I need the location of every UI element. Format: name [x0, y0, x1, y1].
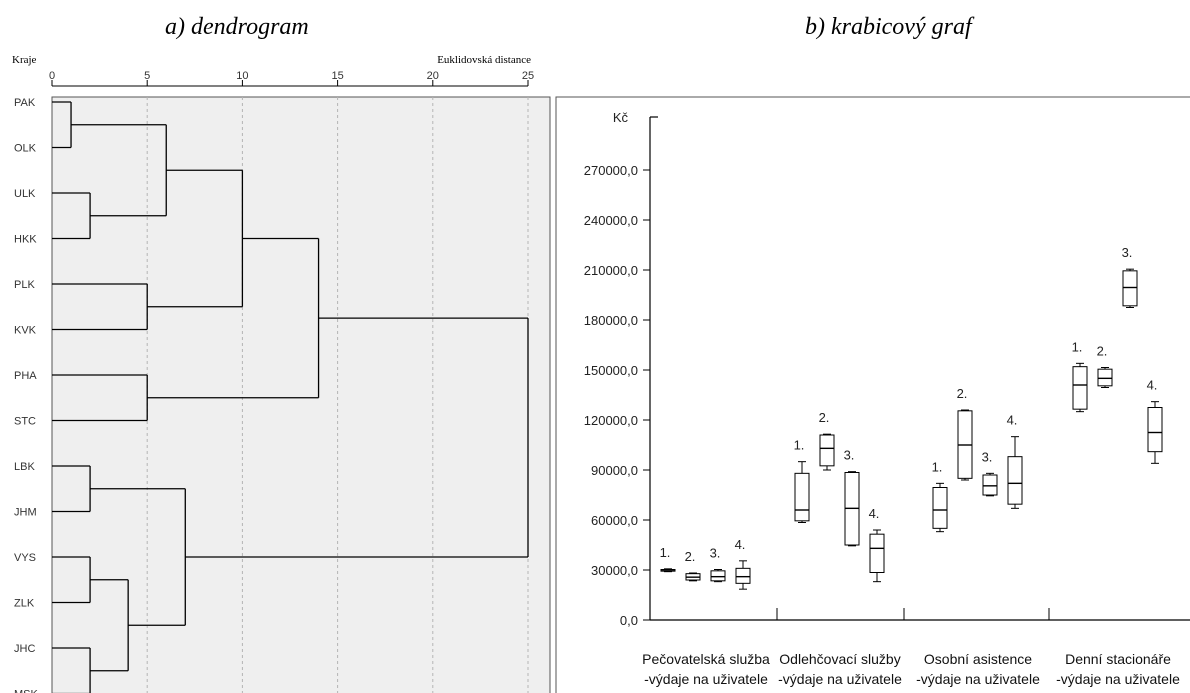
- box-iqr: [982, 474, 998, 496]
- box-group-label: 2.: [685, 549, 696, 564]
- box-iqr: [869, 533, 885, 574]
- tick-label-x: 20: [427, 70, 439, 82]
- tick-label-y: 150000,0: [584, 363, 638, 378]
- dendrogram-title: a) dendrogram: [165, 14, 309, 40]
- box-iqr: [794, 472, 810, 522]
- box-iqr: [1097, 368, 1113, 387]
- box-group-label: 1.: [660, 545, 671, 560]
- tick-label-y: 60000,0: [591, 513, 638, 528]
- boxplot-title: b) krabicový graf: [805, 14, 972, 40]
- leaf-label: PLK: [14, 279, 35, 291]
- leaf-label: HKK: [14, 234, 37, 246]
- category-label: -výdaje na uživatele: [1056, 671, 1180, 687]
- leaf-label: PHA: [14, 370, 37, 382]
- box-group-label: 3.: [1122, 245, 1133, 260]
- leaf-label: JHC: [14, 643, 35, 655]
- box-group-label: 3.: [982, 449, 993, 464]
- y-axis-label: Kč: [613, 110, 629, 125]
- leaf-label: ZLK: [14, 598, 35, 610]
- tick-label-x: 0: [49, 70, 55, 82]
- leaf-label: ULK: [14, 188, 36, 200]
- box-iqr: [1147, 407, 1163, 453]
- leaf-label: STC: [14, 416, 36, 428]
- box-iqr: [819, 434, 835, 467]
- box-iqr: [710, 570, 726, 582]
- tick-label-x: 10: [236, 70, 248, 82]
- boxplot-plot-area: [555, 96, 1190, 693]
- box-iqr: [932, 487, 948, 529]
- leaf-label: OLK: [14, 143, 37, 155]
- tick-label-y: 0,0: [620, 613, 638, 628]
- box-group-label: 3.: [710, 546, 721, 561]
- leaf-label: KVK: [14, 325, 37, 337]
- tick-label-x: 5: [144, 70, 150, 82]
- box-group-label: 1.: [794, 438, 805, 453]
- category-label: -výdaje na uživatele: [916, 671, 1040, 687]
- tick-label-x: 25: [522, 70, 534, 82]
- box-group-label: 2.: [819, 410, 830, 425]
- category-label: Odlehčovací služby: [779, 651, 900, 667]
- box-iqr: [735, 567, 751, 584]
- category-label: Denní stacionáře: [1065, 651, 1171, 667]
- box-group-label: 3.: [844, 448, 855, 463]
- tick-label-y: 120000,0: [584, 413, 638, 428]
- leaf-label: LBK: [14, 461, 35, 473]
- box-iqr: [1122, 270, 1138, 307]
- tick-label-y: 240000,0: [584, 213, 638, 228]
- dendrogram-chart: 0 5 10 15 20 25 Kraje Euklidovská distance PAK OL…: [12, 54, 551, 693]
- box-group-label: 2.: [1097, 344, 1108, 359]
- category-label: -výdaje na uživatele: [644, 671, 768, 687]
- tick-label-y: 180000,0: [584, 313, 638, 328]
- leaf-label: JHM: [14, 507, 37, 519]
- box-group-label: 4.: [1007, 413, 1018, 428]
- tick-label-y: 270000,0: [584, 163, 638, 178]
- box-group-label: 2.: [957, 386, 968, 401]
- box-group-label: 1.: [1072, 339, 1083, 354]
- category-label: -výdaje na uživatele: [778, 671, 902, 687]
- box-group-label: 1.: [932, 459, 943, 474]
- x-axis-label: Euklidovská distance: [437, 54, 531, 66]
- tick-label-x: 15: [331, 70, 343, 82]
- leaf-label: VYS: [14, 552, 36, 564]
- box-group-label: 4.: [869, 506, 880, 521]
- dendrogram-plot-area: [51, 96, 551, 693]
- category-label: Osobní asistence: [924, 651, 1032, 667]
- leaf-label: MSK: [14, 689, 39, 693]
- box-group-label: 4.: [1147, 378, 1158, 393]
- tick-label-y: 210000,0: [584, 263, 638, 278]
- box-group-label: 4.: [735, 537, 746, 552]
- tick-label-y: 90000,0: [591, 463, 638, 478]
- category-label: Pečovatelská služba: [642, 651, 770, 667]
- box-iqr: [1007, 456, 1023, 505]
- tick-label-y: 30000,0: [591, 563, 638, 578]
- box-iqr: [1072, 366, 1088, 410]
- boxplot-chart: Kč 0,0 30000,0 60000,0 90000,0 120000,0 150000…: [555, 96, 1190, 693]
- y-axis-label: Kraje: [12, 54, 37, 66]
- leaf-label: PAK: [14, 97, 36, 109]
